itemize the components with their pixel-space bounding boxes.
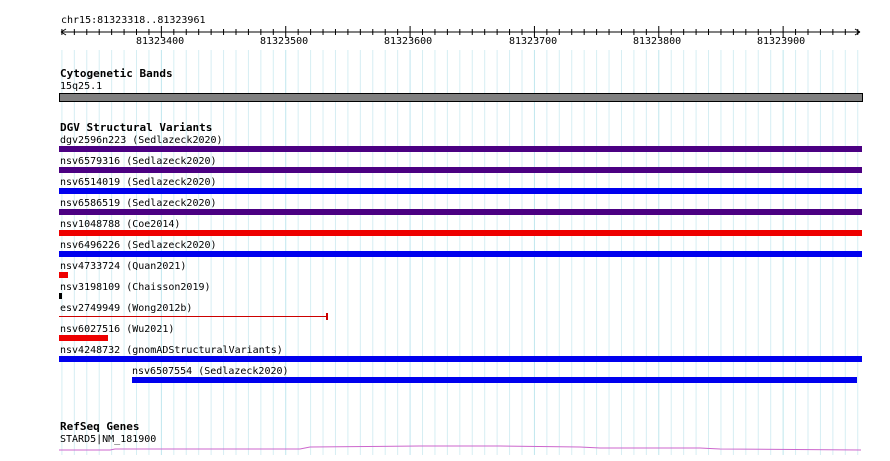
dgv-feature-label: nsv4248732 (gnomADStructuralVariants) <box>60 345 283 356</box>
dgv-feature-label: nsv3198109 (Chaisson2019) <box>60 282 211 293</box>
dgv-track-title: DGV Structural Variants <box>60 121 213 134</box>
dgv-feature-label: nsv1048788 (Coe2014) <box>60 219 181 230</box>
dgv-feature-bar[interactable] <box>59 167 862 173</box>
dgv-feature-label: dgv2596n223 (Sedlazeck2020) <box>60 135 223 146</box>
dgv-feature-label: esv2749949 (Wong2012b) <box>60 303 193 314</box>
dgv-feature-bar[interactable] <box>59 356 862 362</box>
region-label: chr15:81323318..81323961 <box>61 15 206 26</box>
dgv-feature-label: nsv6514019 (Sedlazeck2020) <box>60 177 217 188</box>
dgv-feature-label: nsv6027516 (Wu2021) <box>60 324 175 335</box>
ruler-tick-label: 81323700 <box>509 36 558 47</box>
ruler-tick-label: 81323400 <box>136 36 185 47</box>
ruler-tick-label: 81323600 <box>384 36 433 47</box>
dgv-feature-bar[interactable] <box>59 251 862 257</box>
dgv-feature-bar[interactable] <box>59 272 68 278</box>
dgv-feature-label: nsv6496226 (Sedlazeck2020) <box>60 240 217 251</box>
refseq-gene-model[interactable] <box>0 440 890 461</box>
dgv-feature-label: nsv4733724 (Quan2021) <box>60 261 187 272</box>
dgv-feature-bar[interactable] <box>59 146 862 152</box>
ruler-tick-label: 81323500 <box>260 36 309 47</box>
dgv-feature-end-tick <box>326 313 328 320</box>
cytoband-track-title: Cytogenetic Bands <box>60 67 173 80</box>
refseq-track-title: RefSeq Genes <box>60 420 140 433</box>
ruler-tick-label: 81323900 <box>757 36 806 47</box>
dgv-feature-bar[interactable] <box>59 335 108 341</box>
dgv-feature-label: nsv6507554 (Sedlazeck2020) <box>132 366 289 377</box>
ruler-tick-label: 81323800 <box>633 36 682 47</box>
dgv-feature-bar[interactable] <box>59 209 862 215</box>
dgv-feature-bar[interactable] <box>59 293 62 299</box>
ruler-axis <box>60 26 861 38</box>
dgv-feature-bar[interactable] <box>132 377 857 383</box>
dgv-feature-bar[interactable] <box>59 230 862 236</box>
dgv-feature-bar[interactable] <box>59 188 862 194</box>
cytoband-bar[interactable] <box>59 93 863 102</box>
refseq-gene-label: STARD5|NM_181900 <box>60 434 157 445</box>
cytoband-label: 15q25.1 <box>60 81 103 92</box>
dgv-feature-label: nsv6586519 (Sedlazeck2020) <box>60 198 217 209</box>
dgv-feature-label: nsv6579316 (Sedlazeck2020) <box>60 156 217 167</box>
dgv-feature-bar[interactable] <box>59 316 327 317</box>
